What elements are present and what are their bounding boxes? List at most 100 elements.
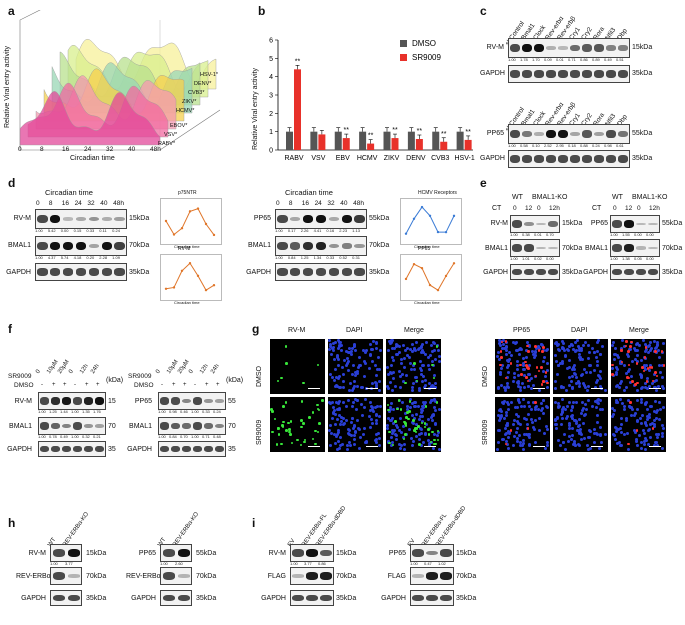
nucleus: [581, 357, 585, 361]
nucleus: [654, 346, 658, 350]
nucleus: [527, 344, 531, 348]
quant-value: 1.00: [191, 434, 199, 439]
mini-line-chart: [400, 254, 462, 301]
significance-marker: **: [368, 133, 374, 140]
quant-value: 0.38: [522, 232, 530, 237]
nucleus: [386, 386, 390, 390]
protein-band: [292, 549, 304, 557]
blot-band-row: [38, 441, 106, 457]
nucleus: [515, 426, 519, 430]
nucleus: [416, 348, 420, 352]
nucleus: [621, 401, 625, 405]
nucleus: [576, 442, 580, 446]
nucleus: [615, 399, 619, 403]
quant-value: 1.00: [71, 434, 79, 439]
nucleus: [566, 439, 570, 443]
nucleus: [332, 410, 336, 414]
nucleus: [654, 379, 658, 383]
y-tick-label: 5: [269, 56, 273, 63]
nucleus: [378, 414, 382, 418]
kda-header: (kDa): [226, 377, 244, 384]
signal-spot: [273, 417, 277, 421]
legend-label: SR9009: [412, 53, 441, 62]
quant-value: 0.00: [646, 232, 654, 237]
nucleus: [394, 438, 398, 442]
nucleus: [505, 443, 509, 447]
protein-band: [558, 129, 568, 139]
signal-spot: [415, 379, 419, 383]
protein-band: [636, 222, 646, 226]
row-label: GAPDH: [246, 269, 271, 276]
blot-band-row: [50, 567, 82, 585]
nucleus: [368, 342, 372, 346]
nucleus: [568, 375, 572, 379]
nucleus: [515, 341, 519, 345]
kda-label: 35kDa: [196, 595, 217, 602]
nucleus: [564, 388, 568, 392]
nucleus: [642, 339, 646, 343]
signal-spot: [276, 379, 280, 383]
nucleus: [532, 426, 536, 430]
category-label: HCMV: [357, 155, 378, 162]
nucleus: [391, 388, 395, 392]
lane-label: 0: [513, 205, 517, 212]
quant-value: 2.60: [175, 561, 183, 566]
quant-value: 0.05: [634, 256, 642, 261]
quant-value: 0.58: [520, 143, 528, 148]
signal-spot: [296, 438, 299, 442]
mini-chart-title: HCMV Receptors: [418, 190, 457, 196]
protein-band: [606, 129, 616, 138]
scale-bar: [533, 445, 545, 447]
protein-band: [290, 242, 301, 250]
nucleus: [527, 385, 531, 389]
nucleus: [390, 419, 394, 423]
nucleus: [430, 399, 434, 403]
nucleus: [582, 384, 586, 388]
nucleus: [401, 373, 405, 377]
bar: [407, 131, 415, 150]
nucleus: [639, 446, 643, 450]
nucleus: [386, 366, 390, 370]
quant-value: 1.00: [71, 409, 79, 414]
nucleus: [508, 432, 512, 436]
signal-spot: [534, 345, 537, 348]
nucleus: [411, 363, 415, 367]
nucleus: [378, 388, 382, 392]
nucleus: [372, 409, 376, 413]
protein-band: [618, 45, 628, 51]
category-label: ZIKV: [384, 155, 400, 162]
mini-chart-title: PP65: [418, 246, 431, 252]
nucleus: [543, 375, 547, 379]
bar: [342, 138, 350, 150]
nucleus: [351, 346, 355, 350]
nucleus: [414, 400, 417, 404]
nucleus: [569, 343, 573, 347]
nucleus: [579, 355, 583, 359]
panel-label-d: d: [8, 176, 16, 190]
nucleus: [573, 350, 577, 354]
nucleus: [411, 443, 415, 447]
panel-g: RV-M DAPI Merge PP65 DAPI Merge DMSO DMSO SR9009…: [250, 325, 685, 515]
y-tick-label: 2: [269, 111, 273, 118]
nucleus: [329, 424, 333, 428]
protein-band: [177, 549, 190, 557]
nucleus: [539, 343, 543, 347]
protein-band: [320, 549, 332, 557]
nucleus: [593, 385, 597, 389]
nucleus: [503, 387, 507, 391]
nucleus: [659, 371, 663, 375]
nucleus: [360, 402, 364, 406]
protein-band: [524, 244, 534, 252]
nucleus: [620, 423, 624, 427]
signal-spot: [275, 443, 279, 446]
row-label: RV-M: [13, 215, 31, 222]
nucleus: [521, 447, 525, 451]
nucleus: [595, 356, 598, 360]
nucleus: [405, 346, 409, 350]
nucleus: [532, 352, 536, 356]
nucleus: [392, 376, 396, 380]
column-header: Merge: [629, 327, 649, 334]
nucleus: [645, 417, 649, 421]
nucleus: [339, 436, 343, 440]
nucleus: [392, 407, 396, 411]
